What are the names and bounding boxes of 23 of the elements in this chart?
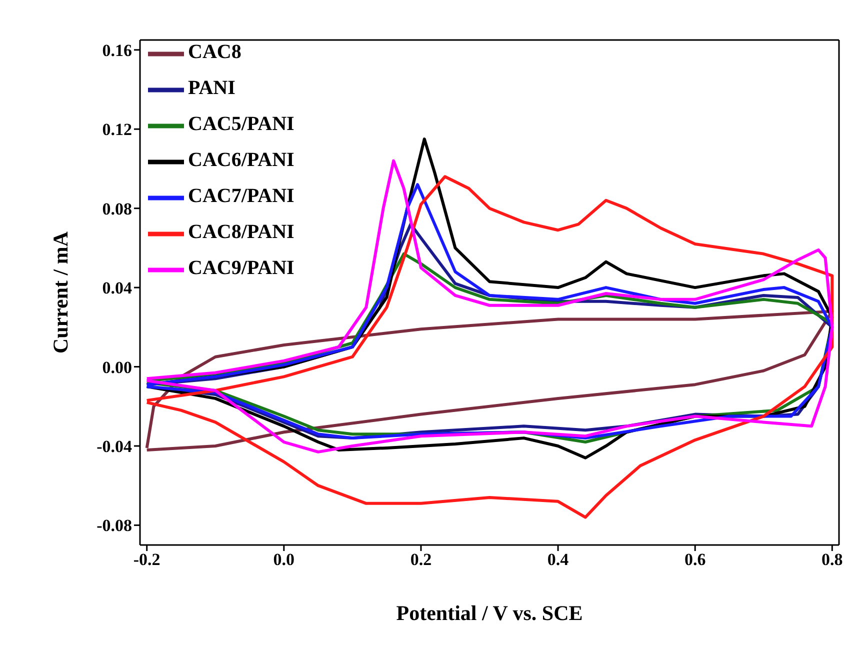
x-tick-label: -0.2 xyxy=(133,550,160,570)
y-tick-label: 0.16 xyxy=(102,40,132,60)
legend-label: CAC7/PANI xyxy=(188,184,294,208)
legend-label: CAC9/PANI xyxy=(188,256,294,280)
y-tick-label: 0.00 xyxy=(102,358,132,377)
legend-label: CAC8/PANI xyxy=(188,220,294,244)
legend-label: PANI xyxy=(188,76,236,100)
y-tick-label: 0.12 xyxy=(102,120,132,140)
x-tick-label: 0.6 xyxy=(684,550,706,570)
x-axis-title: Potential / V vs. SCE xyxy=(396,600,583,625)
legend-label: CAC5/PANI xyxy=(188,112,294,136)
y-tick-label: 0.04 xyxy=(102,278,132,298)
line-series xyxy=(145,175,834,519)
y-tick-label: 0.08 xyxy=(102,199,132,218)
y-tick-label: -0.04 xyxy=(96,437,132,456)
y-tick-label: -0.08 xyxy=(96,516,132,536)
x-tick-label: 0.0 xyxy=(273,550,295,570)
x-tick-label: 0.2 xyxy=(410,550,432,570)
x-tick-label: 0.8 xyxy=(822,550,843,570)
y-axis-title: Current / mA xyxy=(48,230,72,354)
legend-label: CAC6/PANI xyxy=(188,148,294,172)
legend-label: CAC8 xyxy=(188,40,242,64)
x-tick-label: 0.4 xyxy=(547,550,570,570)
